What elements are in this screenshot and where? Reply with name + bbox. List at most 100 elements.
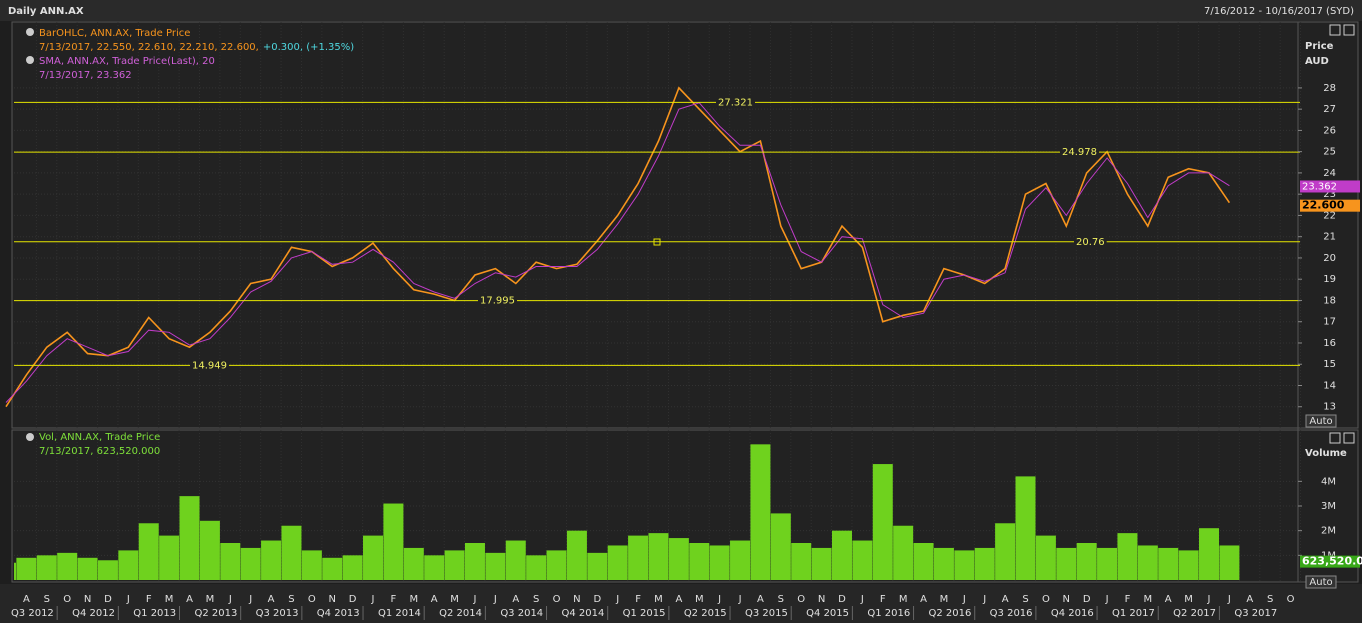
volume-bar — [322, 557, 343, 580]
x-tick-label: N — [818, 594, 825, 605]
x-tick-label: D — [1083, 594, 1091, 605]
x-tick-label: A — [757, 594, 764, 605]
x-tick-label: O — [553, 594, 561, 605]
legend-icon — [26, 433, 34, 441]
x-tick-label: J — [1105, 594, 1109, 605]
axis-label: Volume — [1305, 448, 1347, 459]
title-bar — [0, 0, 1362, 21]
y-tick-label: 20 — [1323, 253, 1336, 264]
volume-bar — [566, 530, 587, 580]
close-button[interactable] — [1343, 432, 1355, 444]
x-tick-label: J — [615, 594, 619, 605]
legend-values: 7/13/2017, 22.550, 22.610, 22.210, 22.60… — [39, 42, 354, 53]
volume-bar — [831, 530, 852, 580]
x-quarter-label: Q1 2015 — [623, 608, 666, 619]
maximize-button[interactable] — [1329, 432, 1341, 444]
volume-bar — [444, 550, 465, 580]
x-quarter-label: Q2 2013 — [194, 608, 237, 619]
volume-bar — [16, 557, 37, 580]
volume-bar — [424, 555, 445, 580]
x-tick-label: J — [717, 594, 721, 605]
price-panel — [11, 21, 1359, 429]
x-tick-label: M — [1184, 594, 1193, 605]
volume-bar — [57, 552, 78, 580]
maximize-button[interactable] — [1329, 24, 1341, 36]
volume-bar — [281, 525, 302, 580]
price-line — [5, 102, 1230, 403]
volume-bar — [1056, 547, 1077, 580]
x-tick-label: N — [84, 594, 91, 605]
panel-buttons[interactable] — [1329, 24, 1355, 444]
x-tick-label: A — [268, 594, 275, 605]
y-tick-label: 18 — [1323, 295, 1336, 306]
volume-bar — [954, 550, 975, 580]
x-quarter-label: Q2 2017 — [1173, 608, 1216, 619]
volume-bar — [301, 550, 322, 580]
y-tick-label: 21 — [1323, 232, 1336, 243]
volume-bar — [199, 520, 220, 580]
x-tick-label: O — [308, 594, 316, 605]
y-tick-label: 23 — [1323, 189, 1336, 200]
volume-bar — [1158, 547, 1179, 580]
x-tick-label: S — [44, 594, 50, 605]
volume-bar — [1076, 543, 1097, 580]
x-quarter-label: Q4 2015 — [806, 608, 849, 619]
volume-bar — [852, 540, 873, 580]
legend-entry: SMA, ANN.AX, Trade Price(Last), 20 — [39, 56, 215, 67]
volume-bar — [648, 533, 669, 580]
volume-bar — [995, 523, 1016, 580]
x-quarter-label: Q4 2014 — [561, 608, 604, 619]
y-tick-label: 27 — [1323, 104, 1336, 115]
level-label: 20.76 — [1076, 237, 1105, 248]
volume-bar — [689, 543, 710, 580]
x-tick-label: A — [186, 594, 193, 605]
x-tick-label: A — [1165, 594, 1172, 605]
x-quarter-label: Q4 2013 — [317, 608, 360, 619]
volume-bar — [913, 543, 934, 580]
x-tick-label: A — [23, 594, 30, 605]
level-label-bg — [190, 359, 229, 372]
scale-button-label[interactable]: Auto — [1309, 577, 1332, 588]
level-label: 24.978 — [1062, 147, 1097, 158]
last-value-tag — [1300, 180, 1360, 193]
x-quarter-label: Q2 2014 — [439, 608, 482, 619]
x-quarter-label: Q1 2016 — [867, 608, 910, 619]
volume-bar — [383, 503, 404, 580]
volume-bar — [974, 547, 995, 580]
level-label-bg — [478, 294, 517, 307]
y-tick-label: 3M — [1321, 501, 1336, 512]
volume-bar — [159, 535, 180, 580]
level-label: 14.949 — [192, 360, 227, 371]
volume-bar — [485, 552, 506, 580]
x-tick-label: D — [593, 594, 601, 605]
legend-values: 7/13/2017, 23.362 — [39, 70, 132, 81]
axis-unit: AUD — [1305, 56, 1329, 67]
x-tick-label: J — [228, 594, 232, 605]
scale-button[interactable] — [1305, 575, 1337, 589]
volume-bar — [179, 496, 200, 580]
x-tick-label: A — [1246, 594, 1253, 605]
x-quarter-label: Q4 2016 — [1051, 608, 1094, 619]
x-tick-label: S — [288, 594, 294, 605]
y-tick-label: 26 — [1323, 125, 1336, 136]
y-tick-label: 4M — [1321, 476, 1336, 487]
level-label: 17.995 — [480, 296, 515, 307]
volume-bar — [36, 555, 57, 580]
close-button[interactable] — [1343, 24, 1355, 36]
volume-bar — [220, 543, 241, 580]
scale-button[interactable] — [1305, 414, 1337, 428]
y-tick-label: 25 — [1323, 147, 1336, 158]
y-tick-label: 24 — [1323, 168, 1336, 179]
level-label-bg — [1060, 146, 1099, 159]
volume-bar — [1137, 545, 1158, 580]
x-tick-label: O — [1287, 594, 1295, 605]
x-quarter-label: Q3 2012 — [11, 608, 54, 619]
volume-bar — [546, 550, 567, 580]
x-tick-label: O — [1042, 594, 1050, 605]
plot-layer: 27.321 24.978 20.76 17.995 14.949 — [5, 22, 1302, 582]
x-quarter-label: Q3 2015 — [745, 608, 788, 619]
volume-bar — [872, 464, 893, 580]
x-tick-label: J — [982, 594, 986, 605]
x-tick-label: J — [860, 594, 864, 605]
scale-button-label[interactable]: Auto — [1309, 416, 1332, 427]
